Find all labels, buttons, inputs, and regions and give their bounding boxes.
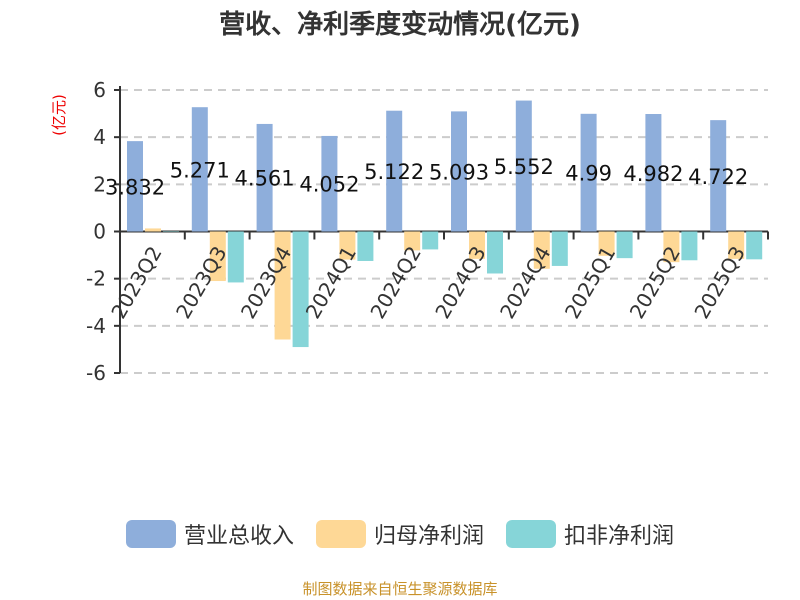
legend-swatch xyxy=(315,520,366,548)
x-tick-label: 2024Q2 xyxy=(365,242,425,323)
bar-0 xyxy=(645,114,662,232)
bar-0 xyxy=(451,111,467,232)
legend-swatch xyxy=(506,520,556,548)
x-tick-label: 2025Q3 xyxy=(689,242,749,323)
bar-1 xyxy=(274,231,291,340)
legend-label: 归母净利润 xyxy=(373,524,484,549)
x-tick-label: 2024Q3 xyxy=(430,242,490,323)
bar-1 xyxy=(145,228,161,232)
bar-0 xyxy=(580,113,597,232)
y-tick-label: -6 xyxy=(86,361,106,385)
data-label: 4.99 xyxy=(565,162,612,186)
data-label: 5.093 xyxy=(429,160,489,184)
bar-2 xyxy=(681,231,698,261)
data-label: 4.722 xyxy=(688,165,748,189)
data-label: 5.552 xyxy=(494,155,554,179)
legend-swatch xyxy=(125,520,176,548)
bar-0 xyxy=(256,123,273,232)
bar-0 xyxy=(710,120,727,232)
data-label: 4.982 xyxy=(623,162,683,186)
bar-1 xyxy=(469,231,485,259)
x-tick-label: 2024Q4 xyxy=(495,242,555,323)
y-tick-label: -2 xyxy=(86,267,106,291)
bar-2 xyxy=(487,231,503,274)
data-label: 4.052 xyxy=(299,173,359,197)
legend-item-deducted-profit[interactable]: 扣非净利润 xyxy=(506,518,674,550)
bar-2 xyxy=(551,231,568,266)
bar-1 xyxy=(209,231,226,282)
bar-1 xyxy=(339,231,356,260)
data-label: 4.561 xyxy=(235,167,295,191)
x-tick-label: 2025Q2 xyxy=(625,242,685,323)
bar-2 xyxy=(746,231,763,260)
bar-0 xyxy=(321,135,338,232)
legend-item-net-profit[interactable]: 归母净利润 xyxy=(315,518,484,550)
y-tick-label: -4 xyxy=(86,314,106,338)
x-tick-label: 2025Q1 xyxy=(560,242,620,323)
bar-2 xyxy=(292,231,309,348)
bar-2 xyxy=(616,231,633,259)
bar-1 xyxy=(533,231,550,269)
y-tick-label: 2 xyxy=(93,172,106,196)
data-label: 5.271 xyxy=(170,158,230,182)
bar-0 xyxy=(191,107,208,232)
bar-0 xyxy=(515,100,532,232)
data-label: 5.122 xyxy=(364,160,424,184)
y-tick-label: 4 xyxy=(93,125,106,149)
y-axis-label: (亿元) xyxy=(50,94,68,136)
x-tick-label: 2023Q2 xyxy=(106,242,166,323)
legend-label: 扣非净利润 xyxy=(564,524,675,549)
legend: 营业总收入 归母净利润 扣非净利润 xyxy=(0,518,800,550)
x-tick-label: 2023Q3 xyxy=(171,242,231,323)
source-note: 制图数据来自恒生聚源数据库 xyxy=(302,580,498,598)
bar-2 xyxy=(422,231,439,250)
y-tick-label: 0 xyxy=(93,220,106,244)
bar-0 xyxy=(386,110,403,232)
y-tick-label: 6 xyxy=(93,78,106,102)
bar-2 xyxy=(227,231,244,283)
chart-title: 营收、净利季度变动情况(亿元) xyxy=(219,10,581,40)
legend-item-revenue[interactable]: 营业总收入 xyxy=(125,518,294,550)
data-label: 3.832 xyxy=(105,175,165,199)
bar-1 xyxy=(728,231,745,259)
bar-0 xyxy=(127,141,143,232)
x-tick-label: 2024Q1 xyxy=(301,242,361,323)
bar-1 xyxy=(404,231,421,251)
bar-2 xyxy=(357,231,374,261)
legend-label: 营业总收入 xyxy=(183,524,294,549)
bar-1 xyxy=(663,231,680,263)
bar-1 xyxy=(598,231,615,256)
